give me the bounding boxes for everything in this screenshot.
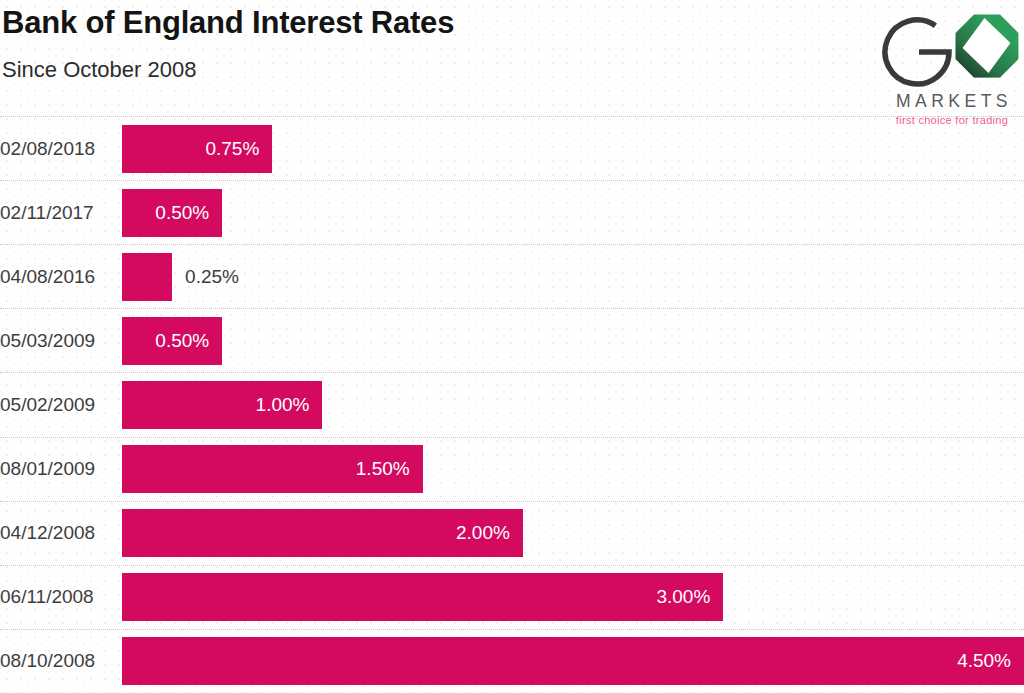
chart-row: 05/03/2009 0.50% bbox=[0, 308, 1024, 372]
row-date-label: 02/08/2018 bbox=[0, 138, 122, 160]
rate-bar bbox=[122, 253, 172, 301]
row-bar-track: 2.00% bbox=[122, 509, 1024, 557]
rate-bar: 1.50% bbox=[122, 445, 423, 493]
row-date-label: 04/12/2008 bbox=[0, 522, 122, 544]
chart-header: Bank of England Interest Rates Since Oct… bbox=[0, 0, 1024, 116]
row-date-label: 02/11/2017 bbox=[0, 202, 122, 224]
row-bar-track: 1.50% bbox=[122, 445, 1024, 493]
rate-value-label: 0.50% bbox=[155, 330, 222, 352]
chart-row: 02/08/2018 0.75% bbox=[0, 116, 1024, 180]
rate-value-label: 2.00% bbox=[456, 522, 523, 544]
go-markets-logo: MARKETS first choice for trading bbox=[881, 4, 1023, 126]
logo-octagon-icon bbox=[956, 15, 1019, 78]
page-title: Bank of England Interest Rates bbox=[0, 0, 1024, 41]
rate-value-label: 4.50% bbox=[957, 650, 1024, 672]
row-bar-track: 1.00% bbox=[122, 381, 1024, 429]
rate-value-label: 0.25% bbox=[185, 266, 239, 288]
chart-row: 02/11/2017 0.50% bbox=[0, 180, 1024, 244]
rate-value-label: 0.50% bbox=[155, 202, 222, 224]
rate-value-label: 3.00% bbox=[656, 586, 723, 608]
rate-bar: 1.00% bbox=[122, 381, 322, 429]
page-subtitle: Since October 2008 bbox=[0, 41, 1024, 83]
logo-g-glyph bbox=[885, 20, 949, 84]
chart-row: 06/11/2008 3.00% bbox=[0, 565, 1024, 629]
row-date-label: 08/10/2008 bbox=[0, 650, 122, 672]
logo-markets-text: MARKETS bbox=[881, 91, 1023, 112]
row-date-label: 06/11/2008 bbox=[0, 586, 122, 608]
row-date-label: 05/02/2009 bbox=[0, 394, 122, 416]
row-bar-track: 0.75% bbox=[122, 125, 1024, 173]
rate-value-label: 0.75% bbox=[205, 138, 272, 160]
row-bar-track: 3.00% bbox=[122, 573, 1024, 621]
rate-bar: 3.00% bbox=[122, 573, 723, 621]
row-bar-track: 4.50% bbox=[122, 637, 1024, 685]
chart-row: 04/12/2008 2.00% bbox=[0, 501, 1024, 565]
row-bar-track: 0.50% bbox=[122, 317, 1024, 365]
rate-value-label: 1.00% bbox=[256, 394, 323, 416]
chart-row: 08/10/2008 4.50% bbox=[0, 629, 1024, 693]
rate-bar: 0.50% bbox=[122, 317, 222, 365]
infographic-page: Bank of England Interest Rates Since Oct… bbox=[0, 0, 1024, 693]
row-date-label: 08/01/2009 bbox=[0, 458, 122, 480]
row-date-label: 05/03/2009 bbox=[0, 330, 122, 352]
rate-bar: 0.50% bbox=[122, 189, 222, 237]
rate-bar: 4.50% bbox=[122, 637, 1024, 685]
row-bar-track: 0.25% bbox=[122, 253, 1024, 301]
chart-row: 05/02/2009 1.00% bbox=[0, 372, 1024, 436]
rate-bar: 0.75% bbox=[122, 125, 272, 173]
interest-rate-bar-chart: 02/08/2018 0.75% 02/11/2017 0.50% 04/08/… bbox=[0, 116, 1024, 693]
rate-bar: 2.00% bbox=[122, 509, 523, 557]
go-logo-icon bbox=[881, 4, 1023, 90]
rate-value-label: 1.50% bbox=[356, 458, 423, 480]
row-bar-track: 0.50% bbox=[122, 189, 1024, 237]
chart-row: 04/08/2016 0.25% bbox=[0, 244, 1024, 308]
chart-row: 08/01/2009 1.50% bbox=[0, 437, 1024, 501]
row-date-label: 04/08/2016 bbox=[0, 266, 122, 288]
